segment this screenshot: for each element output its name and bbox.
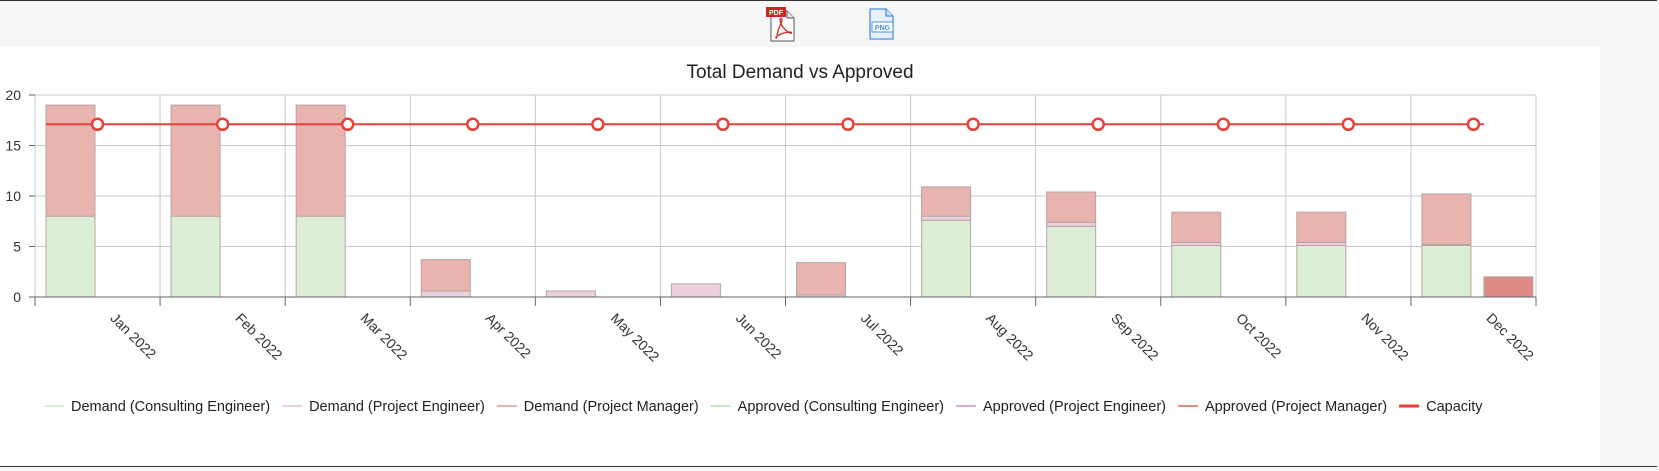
bar-segment[interactable] xyxy=(420,290,471,298)
legend-item[interactable]: Approved (Project Manager) xyxy=(1177,399,1387,415)
pdf-file-icon: PDF xyxy=(766,7,795,42)
x-tick-label: Apr 2022 xyxy=(483,310,535,362)
export-png-button[interactable]: PNG xyxy=(863,5,899,43)
bar-segment[interactable] xyxy=(670,283,721,298)
bar-segment[interactable] xyxy=(45,215,96,298)
y-tick-label: 5 xyxy=(13,239,21,255)
legend-label: Approved (Consulting Engineer) xyxy=(738,399,944,415)
bar-segment[interactable] xyxy=(1046,191,1097,223)
bars xyxy=(45,104,1534,298)
x-tick-label: Oct 2022 xyxy=(1233,310,1285,362)
capacity-point[interactable] xyxy=(466,117,480,132)
bar-segment[interactable] xyxy=(1296,244,1347,298)
chart-panel: Total Demand vs Approved 0 5 10 15 20 Jan 202… xyxy=(0,47,1600,466)
capacity-point[interactable] xyxy=(1466,117,1481,132)
bar-segment[interactable] xyxy=(295,215,346,298)
png-badge-label: PNG xyxy=(875,25,891,32)
png-file-icon: PNG xyxy=(869,8,894,40)
bar-segment[interactable] xyxy=(45,104,96,217)
bar-segment[interactable] xyxy=(1421,193,1472,245)
legend-label: Approved (Project Engineer) xyxy=(983,399,1166,415)
bar-segment[interactable] xyxy=(1296,211,1347,243)
bar-segment[interactable] xyxy=(796,262,846,296)
legend-item[interactable]: Demand (Project Manager) xyxy=(496,399,699,415)
bar-segment[interactable] xyxy=(1046,225,1097,298)
export-pdf-button[interactable]: PDF xyxy=(763,5,799,43)
x-tick-label: Sep 2022 xyxy=(1108,310,1162,364)
y-tick-label: 10 xyxy=(5,188,21,204)
bar-segment[interactable] xyxy=(1171,244,1222,298)
x-tick-label: Mar 2022 xyxy=(358,310,411,363)
legend-label: Approved (Project Manager) xyxy=(1205,399,1387,415)
capacity-point[interactable] xyxy=(215,117,230,132)
y-tick-label: 0 xyxy=(13,289,21,305)
legend-item[interactable]: Demand (Consulting Engineer) xyxy=(44,399,270,415)
capacity-point[interactable] xyxy=(1216,117,1231,132)
legend-item[interactable]: Approved (Project Engineer) xyxy=(956,399,1166,415)
legend-item[interactable]: Approved (Consulting Engineer) xyxy=(710,399,944,415)
capacity-point[interactable] xyxy=(90,117,105,132)
y-tick-label: 20 xyxy=(5,87,21,103)
bar-segment[interactable] xyxy=(921,186,972,217)
capacity-point[interactable] xyxy=(1091,117,1105,132)
bar-segment[interactable] xyxy=(1483,276,1534,298)
chart-title: Total Demand vs Approved xyxy=(686,62,913,83)
x-tick-label: Jun 2022 xyxy=(733,310,785,362)
capacity-point[interactable] xyxy=(841,117,855,132)
bar-segment[interactable] xyxy=(1421,244,1472,298)
legend: Demand (Consulting Engineer) Demand (Proj… xyxy=(44,399,1483,415)
bar-segment[interactable] xyxy=(420,259,471,292)
x-tick-label: Feb 2022 xyxy=(233,310,286,363)
capacity-point[interactable] xyxy=(716,117,730,132)
legend-item[interactable]: Capacity xyxy=(1399,399,1483,415)
bar-segment[interactable] xyxy=(295,104,346,217)
x-tick-label: Dec 2022 xyxy=(1483,310,1537,364)
x-tick-label: Aug 2022 xyxy=(983,310,1037,364)
demand-vs-approved-chart: Total Demand vs Approved 0 5 10 15 20 Jan 202… xyxy=(5,62,1537,415)
capacity-line xyxy=(46,117,1484,132)
grid xyxy=(34,94,1537,298)
capacity-point[interactable] xyxy=(1341,117,1356,132)
bar-segment[interactable] xyxy=(1171,211,1222,243)
legend-label: Demand (Project Engineer) xyxy=(309,399,485,415)
legend-label: Capacity xyxy=(1426,399,1483,415)
capacity-point[interactable] xyxy=(966,117,980,132)
x-tick-label: May 2022 xyxy=(608,310,663,365)
bar-segment[interactable] xyxy=(545,290,596,298)
bar-segment[interactable] xyxy=(921,215,972,221)
legend-item[interactable]: Demand (Project Engineer) xyxy=(282,399,485,415)
x-tick-label: Jul 2022 xyxy=(858,310,907,359)
bar-segment[interactable] xyxy=(170,104,221,217)
bar-segment[interactable] xyxy=(170,215,221,298)
x-tick-label: Nov 2022 xyxy=(1358,310,1412,364)
x-tick-label: Jan 2022 xyxy=(107,310,159,362)
legend-label: Demand (Project Manager) xyxy=(524,399,699,415)
legend-label: Demand (Consulting Engineer) xyxy=(71,399,270,415)
bar-segment[interactable] xyxy=(1046,221,1097,227)
bar-segment[interactable] xyxy=(921,219,972,298)
capacity-point[interactable] xyxy=(340,117,355,132)
pdf-badge-label: PDF xyxy=(769,10,784,17)
y-tick-label: 15 xyxy=(5,138,21,154)
export-toolbar: PDF PNG xyxy=(0,5,1657,45)
capacity-point[interactable] xyxy=(591,117,605,132)
